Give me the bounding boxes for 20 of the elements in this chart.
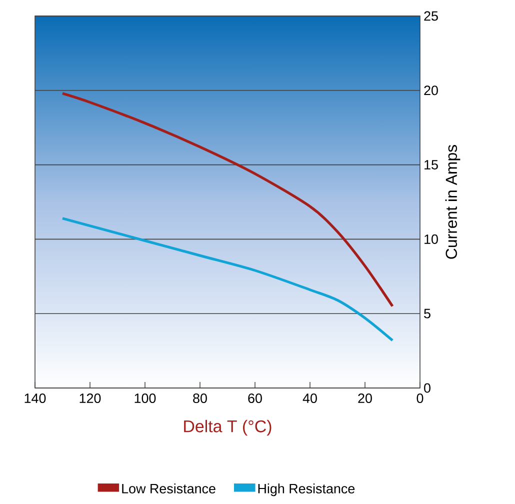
y-tick-label: 25 — [424, 11, 438, 21]
line-series — [61, 92, 394, 308]
x-tick-label: 40 — [302, 394, 317, 404]
x-tick-label: 20 — [358, 394, 372, 404]
y-tick-label: 15 — [424, 160, 438, 170]
y-tick-label: 20 — [424, 86, 438, 96]
y-tick-label: 5 — [424, 308, 430, 318]
x-tick-label: 120 — [80, 394, 101, 404]
y-tick-label: 10 — [424, 234, 438, 244]
x-tick-label: 100 — [134, 394, 156, 404]
legend-label: High Resistance — [258, 484, 355, 496]
x-axis-title: Delta T (°C) — [184, 420, 272, 436]
x-tick-label: 80 — [193, 394, 207, 404]
x-tick-label: 60 — [248, 394, 262, 404]
line-series — [61, 217, 394, 342]
legend-label: Low Resistance — [122, 484, 216, 494]
y-axis-title: Current in Amps — [445, 145, 460, 259]
x-tick-label: 0 — [416, 394, 424, 404]
y-tick-label: 0 — [424, 383, 430, 393]
x-tick-label: 140 — [24, 394, 46, 404]
